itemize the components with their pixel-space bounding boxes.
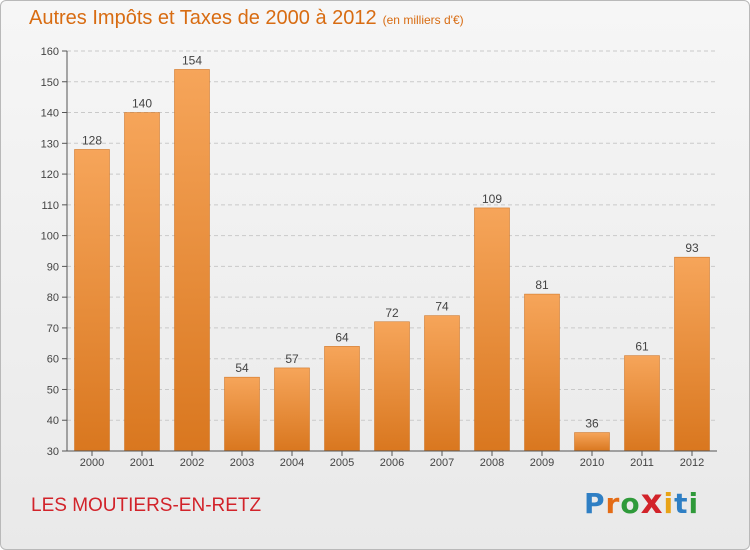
x-tick-label: 2003 (230, 457, 254, 469)
bar (474, 207, 510, 452)
y-tick-label: 70 (47, 323, 59, 335)
chart-title-unit: (en milliers d'€) (382, 13, 464, 27)
bar (424, 315, 460, 452)
chart-title: Autres Impôts et Taxes de 2000 à 2012 (en… (29, 7, 464, 30)
bar (524, 293, 560, 452)
bar-value-label: 140 (132, 97, 152, 111)
bar (274, 367, 310, 452)
bar-value-label: 36 (585, 417, 599, 431)
logo-letter: i (663, 487, 675, 520)
bar (74, 149, 110, 452)
x-axis: 2000 2001 2002 2003 2004 2005 2006 2007 2008 2009… (67, 450, 717, 469)
logo-letter: r (605, 487, 621, 520)
bar-value-label: 154 (182, 53, 202, 67)
bar-value-label: 128 (82, 133, 102, 147)
y-tick-label: 100 (41, 231, 59, 243)
x-tick-label: 2002 (180, 457, 204, 469)
logo-letter: x (640, 482, 664, 522)
proxiti-logo: Proxiti (584, 482, 700, 522)
logo-letter: o (620, 487, 641, 520)
bar (124, 112, 160, 452)
bars: 128 140 154 54 57 64 72 74 109 81 36 61 93 (74, 53, 710, 452)
x-tick-label: 2001 (130, 457, 154, 469)
y-tick-label: 140 (41, 108, 59, 120)
logo-letter: i (688, 487, 700, 520)
bar (574, 432, 610, 452)
y-tick-label: 130 (41, 138, 59, 150)
bar-value-label: 61 (635, 340, 649, 354)
x-tick-label: 2007 (430, 457, 454, 469)
logo-letter: t (674, 487, 689, 520)
x-tick-label: 2004 (280, 457, 304, 469)
x-tick-label: 2011 (630, 457, 654, 469)
bar (374, 321, 410, 452)
y-tick-label: 30 (47, 446, 59, 458)
bar-value-label: 81 (535, 278, 549, 292)
y-tick-label: 50 (47, 384, 59, 396)
bar-value-label: 93 (685, 241, 699, 255)
chart-title-text: Autres Impôts et Taxes de 2000 à 2012 (29, 7, 377, 29)
bar (174, 69, 210, 452)
x-tick-label: 2012 (680, 457, 704, 469)
y-tick-label: 150 (41, 77, 59, 89)
bar (224, 376, 260, 452)
bar-value-label: 109 (482, 192, 502, 206)
x-tick-label: 2005 (330, 457, 354, 469)
y-tick-label: 120 (41, 169, 59, 181)
y-tick-label: 110 (41, 200, 59, 212)
bar-value-label: 74 (435, 300, 449, 314)
bar (674, 256, 710, 452)
y-tick-label: 60 (47, 354, 59, 366)
bar (324, 346, 360, 452)
x-tick-label: 2008 (480, 457, 504, 469)
bar-value-label: 57 (285, 352, 299, 366)
y-tick-label: 90 (47, 261, 59, 273)
bar-value-label: 64 (335, 330, 349, 344)
logo-letter: P (584, 487, 606, 520)
bar-value-label: 72 (385, 306, 399, 320)
x-tick-label: 2000 (80, 457, 104, 469)
y-axis: 30 40 50 60 70 80 90 100 110 120 130 140 150 160 (41, 46, 68, 458)
y-tick-label: 160 (41, 46, 59, 58)
x-tick-label: 2009 (530, 457, 554, 469)
bar-value-label: 54 (235, 361, 249, 375)
y-tick-label: 80 (47, 292, 59, 304)
x-tick-label: 2010 (580, 457, 604, 469)
place-name: LES MOUTIERS-EN-RETZ (31, 495, 262, 516)
bar (624, 355, 660, 452)
x-tick-label: 2006 (380, 457, 404, 469)
y-tick-label: 40 (47, 415, 59, 427)
